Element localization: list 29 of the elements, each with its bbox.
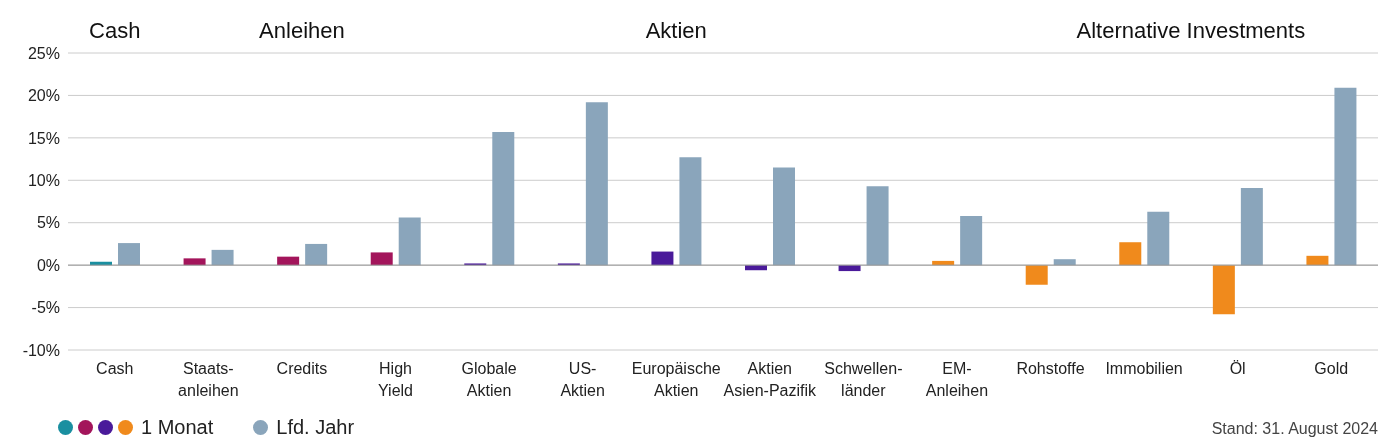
x-tick-label: EM- Anleihen — [925, 360, 989, 399]
legend-label: 1 Monat — [141, 416, 214, 439]
x-tick-label: Aktien Asien-Pazifik — [723, 360, 818, 399]
text: Anleihen — [258, 18, 346, 44]
y-tick-label: 0% — [36, 256, 60, 274]
y-tick-label: 20% — [27, 87, 60, 105]
y-tick-label: -5% — [31, 299, 60, 317]
x-tick-label: Schwellen- länder — [824, 360, 903, 399]
x-tick-label: High Yield — [378, 360, 413, 399]
text: Aktien — [644, 18, 708, 44]
text: Cash — [89, 18, 141, 43]
text: Alternative Investments — [1075, 18, 1307, 44]
y-tick-label: 5% — [36, 214, 60, 232]
x-tick-label: Credits — [276, 360, 328, 377]
x-tick-label: Öl — [1229, 360, 1246, 377]
legend-label: Lfd. Jahr — [276, 416, 355, 439]
text: Stand: 31. August 2024 — [1211, 420, 1378, 438]
y-tick-label: 25% — [27, 44, 60, 62]
x-tick-label: Globale Aktien — [461, 360, 517, 399]
y-tick-label: 15% — [27, 129, 60, 147]
x-tick-label: Europäische Aktien — [631, 360, 721, 399]
y-tick-label: -10% — [22, 341, 60, 359]
x-tick-label: US- Aktien — [560, 360, 605, 399]
x-tick-label: Immobilien — [1105, 360, 1183, 377]
x-tick-label: Gold — [1314, 360, 1349, 377]
x-tick-label: Cash — [96, 360, 134, 377]
x-tick-label: Staats- anleihen — [178, 360, 239, 399]
x-tick-label: Rohstoffe — [1016, 360, 1085, 377]
y-tick-label: 10% — [27, 171, 60, 189]
